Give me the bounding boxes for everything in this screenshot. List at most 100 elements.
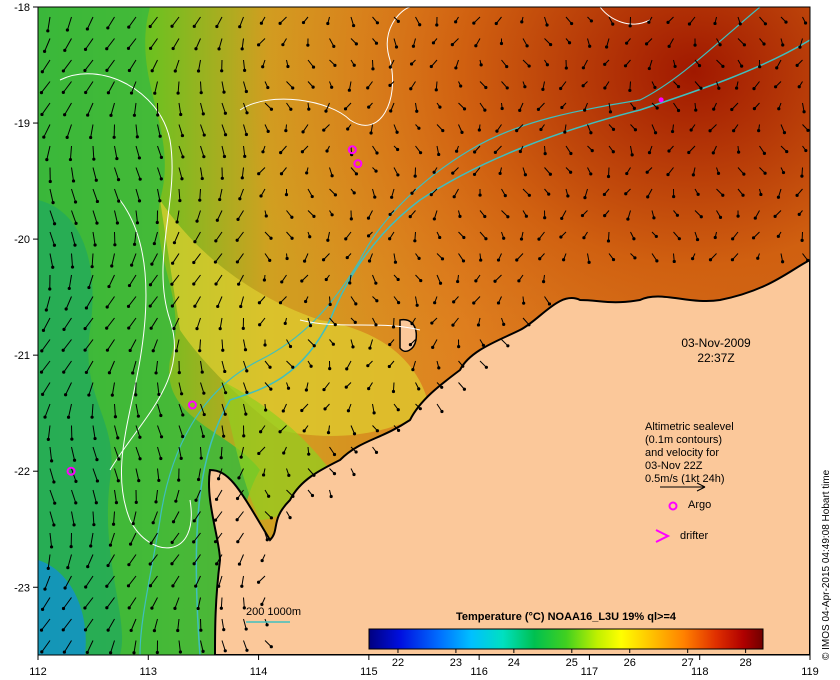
velocity-arrow: [711, 145, 717, 155]
velocity-arrow: [71, 188, 78, 204]
velocity-arrow: [751, 231, 760, 240]
velocity-arrow: [432, 167, 438, 174]
velocity-arrow: [71, 468, 78, 483]
velocity-arrow: [522, 188, 531, 197]
velocity-arrow: [157, 403, 163, 418]
lon-tick-label: 119: [801, 666, 819, 678]
colorbar-tick-label: 28: [739, 657, 751, 669]
velocity-arrow: [92, 231, 97, 247]
velocity-arrow: [178, 403, 185, 417]
velocity-arrow: [608, 253, 616, 262]
velocity-arrow: [479, 102, 487, 112]
velocity-arrow: [432, 210, 438, 221]
velocity-arrow: [48, 274, 52, 291]
velocity-arrow: [436, 231, 442, 240]
velocity-arrow: [108, 532, 115, 547]
velocity-arrow: [49, 210, 57, 226]
velocity-arrow: [608, 102, 613, 114]
velocity-arrow: [131, 511, 137, 526]
velocity-arrow: [544, 38, 553, 47]
velocity-arrow: [544, 188, 551, 196]
velocity-arrow: [608, 16, 615, 26]
velocity-arrow: [71, 167, 76, 183]
velocity-arrow: [478, 188, 482, 197]
velocity-arrow: [83, 38, 94, 51]
velocity-arrow: [198, 339, 202, 353]
velocity-arrow: [522, 81, 527, 89]
velocity-arrow: [70, 253, 75, 269]
velocity-arrow: [134, 489, 138, 504]
velocity-arrow: [759, 188, 763, 197]
velocity-arrow: [371, 59, 375, 71]
velocity-arrow: [200, 102, 205, 116]
velocity-arrow: [501, 210, 510, 219]
velocity-arrow: [797, 210, 803, 216]
velocity-arrow: [219, 446, 223, 460]
velocity-arrow: [628, 81, 632, 93]
velocity-arrow: [171, 253, 180, 265]
velocity-arrow: [435, 16, 439, 27]
velocity-arrow: [776, 188, 782, 199]
velocity-arrow: [243, 640, 249, 652]
velocity-arrow: [194, 489, 201, 502]
velocity-arrow: [691, 167, 696, 177]
velocity-arrow: [307, 188, 314, 199]
colorbar-title: Temperature (°C) NOAA16_L3U 19% ql>=4: [456, 611, 677, 623]
velocity-arrow: [217, 575, 223, 588]
velocity-arrow: [42, 124, 51, 139]
velocity-arrow: [157, 446, 163, 461]
velocity-arrow: [127, 317, 137, 330]
colorbar-tick-label: 22: [392, 657, 404, 669]
velocity-arrow: [647, 59, 653, 71]
velocity-arrow: [673, 210, 680, 217]
argo-legend-label: Argo: [688, 499, 711, 511]
velocity-arrow: [800, 167, 804, 178]
velocity-arrow: [286, 59, 290, 69]
velocity-arrow: [603, 210, 610, 218]
velocity-arrow: [346, 124, 352, 131]
velocity-arrow: [114, 446, 121, 461]
velocity-arrow: [393, 167, 400, 177]
velocity-arrow: [434, 81, 438, 92]
velocity-arrow: [307, 360, 313, 368]
velocity-arrow: [63, 382, 72, 397]
velocity-arrow: [70, 425, 74, 441]
velocity-arrow: [71, 489, 78, 505]
velocity-arrow: [126, 296, 137, 308]
velocity-arrow: [150, 597, 158, 610]
velocity-arrow: [802, 102, 806, 114]
velocity-arrow: [307, 339, 316, 348]
velocity-arrow: [283, 317, 287, 325]
velocity-arrow: [673, 231, 681, 241]
velocity-arrow: [257, 167, 266, 176]
velocity-arrow: [391, 382, 396, 394]
lon-tick-label: 112: [29, 666, 47, 678]
velocity-arrow: [195, 317, 201, 331]
velocity-arrow: [564, 59, 568, 70]
velocity-arrow: [436, 102, 442, 109]
velocity-arrow: [43, 575, 51, 591]
velocity-arrow: [200, 360, 204, 374]
velocity-arrow: [175, 210, 180, 224]
velocity-arrow: [157, 188, 162, 203]
velocity-arrow: [350, 167, 359, 176]
velocity-arrow: [350, 296, 358, 306]
velocity-arrow: [560, 102, 567, 110]
velocity-arrow: [178, 124, 185, 138]
velocity-arrow: [372, 38, 379, 45]
velocity-arrow: [150, 253, 158, 266]
velocity-arrow: [155, 210, 159, 225]
velocity-arrow: [388, 231, 395, 241]
velocity-arrow: [603, 59, 610, 66]
velocity-arrow: [651, 124, 658, 135]
velocity-arrow: [411, 360, 416, 372]
velocity-arrow: [84, 296, 94, 310]
velocity-arrow: [430, 317, 438, 325]
velocity-arrow: [264, 532, 269, 542]
velocity-arrow: [651, 210, 656, 220]
velocity-arrow: [193, 296, 201, 308]
velocity-arrow: [235, 231, 244, 242]
velocity-arrow: [346, 403, 352, 413]
velocity-arrow: [322, 382, 330, 392]
velocity-arrow: [543, 145, 547, 156]
